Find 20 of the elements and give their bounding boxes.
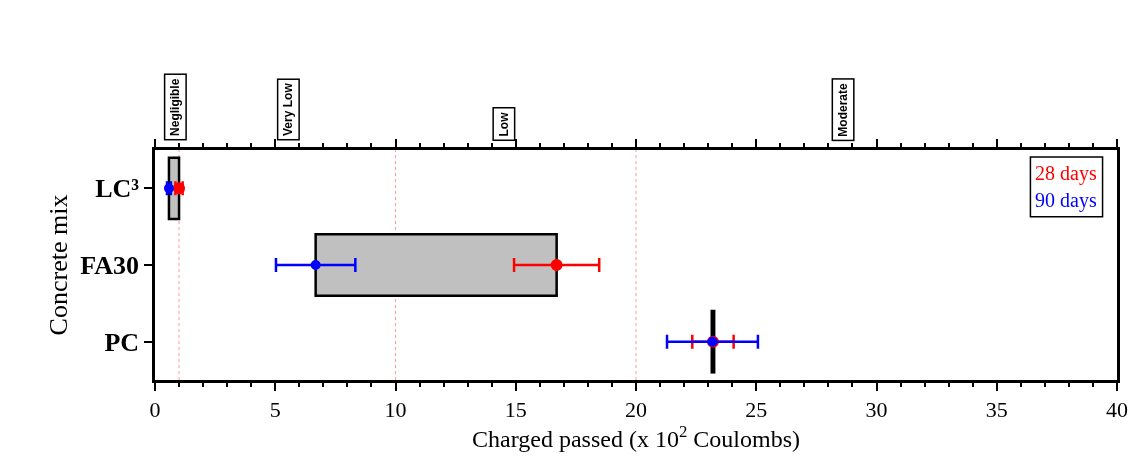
y-tick-label: LC³ (95, 174, 140, 204)
x-axis-title: Charged passed (x 10$^{2}$ Coulombs) (472, 422, 800, 453)
x-tick-label: 10 (384, 397, 407, 423)
text: 90 days (1035, 189, 1097, 212)
y-tick-label: FA30 (80, 251, 140, 281)
x-tick-label: 0 (149, 397, 161, 423)
x-tick-label: 30 (865, 397, 888, 423)
x-tick-label: 25 (745, 397, 768, 423)
text: Negligible (168, 78, 183, 136)
text: Very Low (281, 82, 296, 136)
text: Low (496, 111, 511, 137)
x-tick-label: 20 (625, 397, 647, 423)
x-tick-label: 35 (985, 397, 1008, 423)
y-axis-title: Concrete mix (43, 194, 73, 336)
y-tick-label: PC (104, 327, 140, 357)
text: Moderate (836, 83, 851, 137)
x-tick-label: 40 (1106, 397, 1128, 423)
x-tick-label: 5 (269, 397, 281, 423)
x-tick-label: 15 (504, 397, 527, 423)
text: 28 days (1035, 162, 1097, 185)
